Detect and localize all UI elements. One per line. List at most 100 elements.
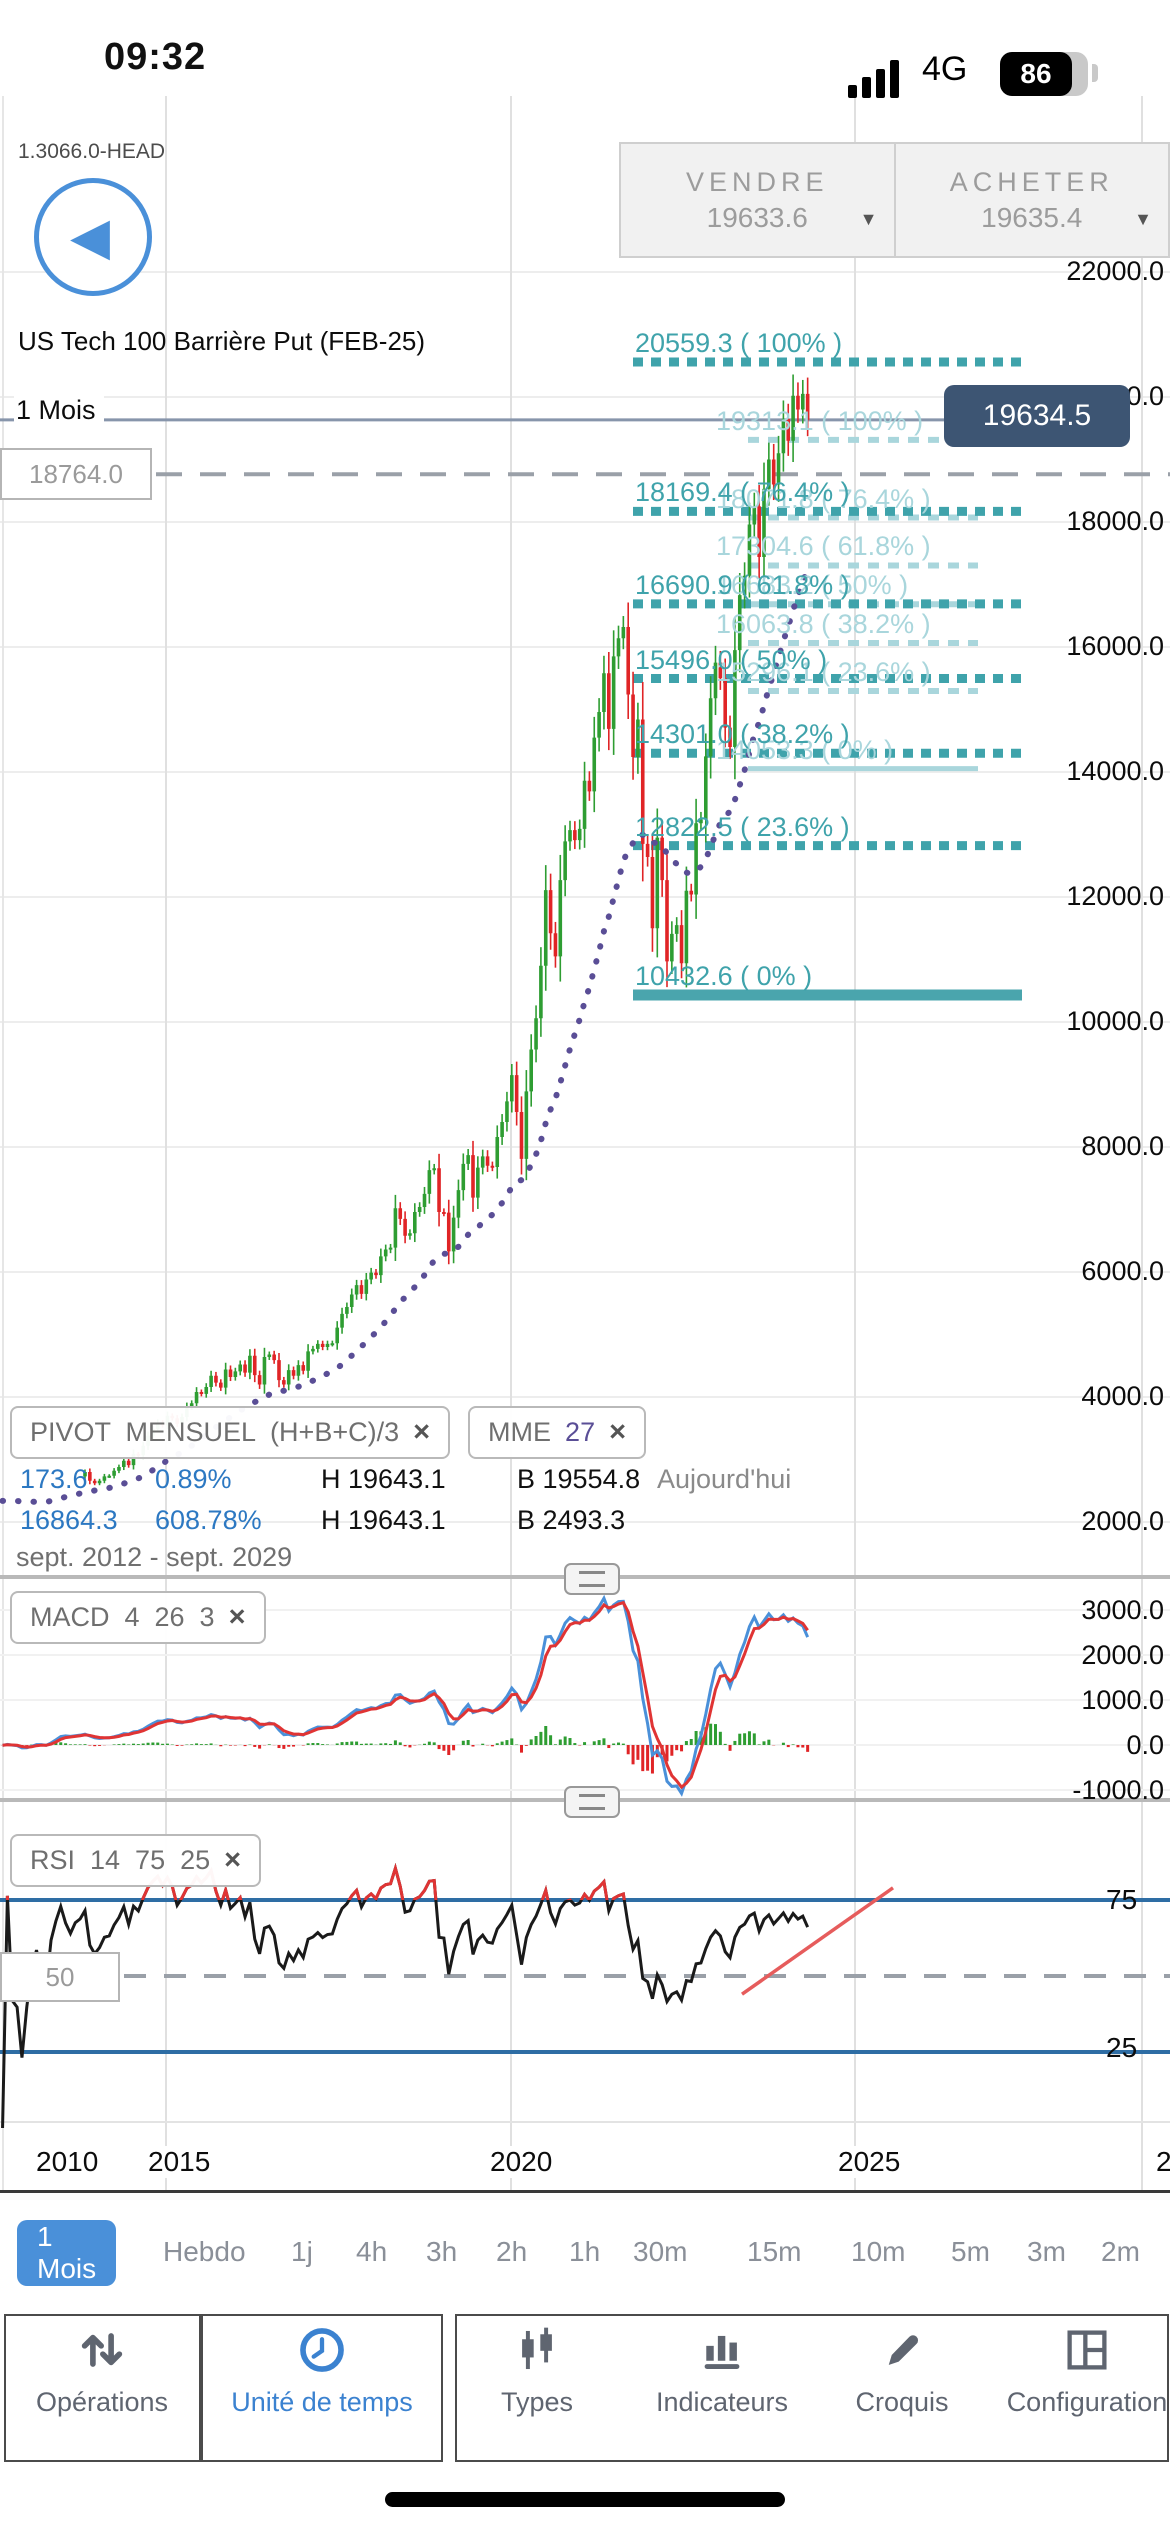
sell-label: VENDRE: [685, 166, 829, 197]
fib-light-label: 16063.8 ( 38.2% ): [716, 609, 931, 639]
fib-dark-label: 10432.6 ( 0% ): [635, 960, 813, 991]
fib-light-label: 14053.3 ( 0% ): [716, 734, 894, 765]
clock-icon: [298, 2326, 346, 2379]
pane-resize-handle[interactable]: [564, 1563, 620, 1595]
rsi-chip-label: RSI 14 75 25: [30, 1845, 211, 1875]
pane-resize-handle[interactable]: [564, 1786, 620, 1818]
back-button[interactable]: ◀: [34, 178, 152, 296]
pivot-change-abs: 173.6: [20, 1464, 88, 1494]
signal-strength-icon: [848, 58, 899, 98]
macd-axis-label: 0.0: [1126, 1730, 1164, 1760]
pivot-indicator-chip[interactable]: PIVOT MENSUEL (H+B+C)/3 ×: [10, 1406, 451, 1459]
rsi-indicator-chip[interactable]: RSI 14 75 25 ×: [10, 1834, 262, 1887]
y-axis-label: 4000.0: [1081, 1381, 1164, 1411]
y-axis-label: 22000.0: [1066, 256, 1164, 286]
candlestick-icon: [513, 2326, 561, 2379]
macd-axis-label: -1000.0: [1072, 1775, 1164, 1805]
buy-price: 19635.4: [981, 201, 1083, 233]
timeframe-1h[interactable]: 1h: [569, 2236, 601, 2267]
toolbar-group-box: [455, 2314, 1169, 2462]
y-axis-label: 10000.0: [1066, 1006, 1164, 1036]
timeframe-15m[interactable]: 15m: [747, 2236, 802, 2267]
range-change-pct: 608.78%: [155, 1505, 262, 1535]
x-axis-year-label: 2025: [832, 2146, 907, 2178]
fib-light-label: 19313.1 ( 100% ): [716, 405, 924, 436]
timeframe-10m[interactable]: 10m: [851, 2236, 906, 2267]
toolbar-item-types[interactable]: Types: [427, 2326, 647, 2418]
toolbar-item-op-rations[interactable]: Opérations: [0, 2326, 212, 2418]
mme-indicator-chip[interactable]: MME 27 ×: [468, 1406, 647, 1459]
toolbar-item-croquis[interactable]: Croquis: [792, 2326, 1012, 2418]
back-arrow-icon: ◀: [70, 208, 110, 266]
x-axis-year-label: 2015: [142, 2146, 217, 2178]
timeframe-2h[interactable]: 2h: [496, 2236, 528, 2267]
battery-icon: 86: [1000, 52, 1088, 96]
axis-divider: [0, 2190, 1170, 2193]
high-range: H 19643.1: [321, 1505, 446, 1535]
close-icon[interactable]: ×: [609, 1416, 627, 1448]
x-axis-year-label: 2020: [484, 2146, 559, 2178]
close-icon[interactable]: ×: [224, 1844, 242, 1876]
timeframe-1j[interactable]: 1j: [291, 2236, 313, 2267]
x-axis-year-label: 2010: [30, 2146, 105, 2178]
y-axis-label: 2000.0: [1081, 1506, 1164, 1536]
chart-timeframe-label: 1 Mois: [14, 395, 104, 426]
buy-button[interactable]: ACHETER 19635.4 ▼: [893, 144, 1169, 256]
operations-arrows-icon: [78, 2326, 126, 2379]
chevron-down-icon[interactable]: ▼: [1134, 209, 1152, 229]
macd-indicator-chip[interactable]: MACD 4 26 3 ×: [10, 1591, 266, 1644]
instrument-title: US Tech 100 Barrière Put (FEB-25): [18, 326, 426, 356]
toolbar-item-unit--de-temps[interactable]: Unité de temps: [212, 2326, 432, 2418]
range-change-abs: 16864.3: [20, 1505, 118, 1535]
timeframe-3h[interactable]: 3h: [426, 2236, 458, 2267]
toolbar-item-label: Indicateurs: [655, 2387, 789, 2417]
mme-chip-label: MME: [488, 1417, 552, 1447]
y-axis-label: 14000.0: [1066, 756, 1164, 786]
timeframe-3m[interactable]: 3m: [1027, 2236, 1066, 2267]
pivot-chip-label: PIVOT MENSUEL (H+B+C)/3: [30, 1417, 400, 1447]
toolbar-group-box: [4, 2314, 201, 2462]
sell-button[interactable]: VENDRE 19633.6 ▼: [621, 144, 894, 256]
date-range-label: sept. 2012 - sept. 2029: [16, 1542, 293, 1572]
timeframe-30m[interactable]: 30m: [633, 2236, 688, 2267]
bar-chart-icon: [698, 2326, 746, 2379]
close-icon[interactable]: ×: [413, 1416, 431, 1448]
fib-dark-label: 12822.5 ( 23.6% ): [635, 811, 850, 842]
rsi-upper-level: 75: [1106, 1884, 1138, 1915]
current-price-badge: 19634.5: [944, 385, 1130, 447]
battery-nub: [1092, 64, 1098, 82]
macd-chip-label: MACD 4 26 3: [30, 1602, 215, 1632]
fib-dark-label: 18169.4 ( 76.4% ): [635, 477, 850, 508]
layout-icon: [1063, 2326, 1111, 2379]
y-axis-label: 12000.0: [1066, 881, 1164, 911]
timeframe-2m[interactable]: 2m: [1101, 2236, 1140, 2267]
toolbar-item-configuration[interactable]: Configuration: [977, 2326, 1170, 2418]
close-icon[interactable]: ×: [228, 1601, 246, 1633]
home-indicator[interactable]: [385, 2492, 785, 2507]
pencil-icon: [878, 2326, 926, 2379]
timeframe-5m[interactable]: 5m: [951, 2236, 990, 2267]
chevron-down-icon[interactable]: ▼: [859, 209, 878, 229]
timeframe-hebdo[interactable]: Hebdo: [163, 2236, 246, 2267]
order-ticket: VENDRE 19633.6 ▼ ACHETER 19635.4 ▼: [619, 142, 1170, 258]
timeframe-1-mois[interactable]: 1 Mois: [17, 2220, 117, 2286]
fib-light-label: 18071.8 ( 76.4% ): [716, 483, 931, 514]
sell-price: 19633.6: [706, 201, 808, 233]
fib-light-label: 17304.6 ( 61.8% ): [716, 531, 931, 562]
timeframe-4h[interactable]: 4h: [356, 2236, 388, 2267]
toolbar-item-label: Unité de temps: [231, 2387, 413, 2417]
x-axis-year-label: 2: [1150, 2146, 1170, 2178]
macd-axis-label: 1000.0: [1081, 1685, 1164, 1715]
toolbar-item-indicateurs[interactable]: Indicateurs: [612, 2326, 832, 2418]
fib-dark-label: 15496.0 ( 50% ): [635, 644, 828, 675]
toolbar-item-label: Croquis: [855, 2387, 949, 2417]
rsi-lower-level: 25: [1106, 2032, 1138, 2063]
low-today: B 19554.8: [517, 1464, 641, 1494]
toolbar-item-label: Configuration: [1006, 2387, 1168, 2417]
battery-percent: 86: [1000, 52, 1072, 96]
buy-label: ACHETER: [949, 166, 1114, 197]
fib-dark-label: 20559.3 ( 100% ): [635, 328, 843, 359]
today-label: Aujourd'hui: [657, 1464, 792, 1494]
fib-light-label: 16683.2 ( 50% ): [716, 570, 909, 601]
